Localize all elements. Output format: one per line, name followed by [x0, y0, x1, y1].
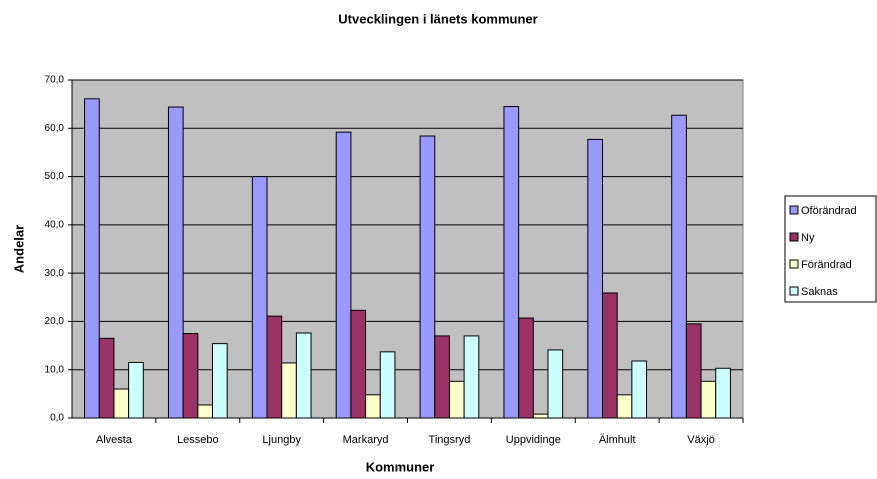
bar — [281, 362, 297, 419]
bar — [434, 335, 450, 419]
bar — [266, 315, 283, 419]
bar — [503, 106, 520, 419]
bar — [685, 323, 702, 419]
legend-swatch — [789, 205, 799, 215]
bar — [602, 292, 618, 419]
y-tick-label: 0,0 — [50, 413, 64, 424]
bar — [715, 367, 731, 419]
legend-swatch — [789, 286, 799, 296]
bar — [518, 317, 534, 419]
bar — [182, 333, 199, 419]
x-tick-label: Älmhult — [599, 434, 636, 446]
y-tick-label: 50,0 — [45, 171, 65, 182]
y-tick-label: 10,0 — [45, 364, 65, 375]
legend-swatch — [789, 259, 799, 269]
legend-label: Oförändrad — [801, 205, 857, 217]
x-axis-label: Kommuner — [366, 459, 435, 474]
bar — [98, 337, 115, 419]
bar — [547, 349, 564, 419]
bar — [379, 351, 396, 419]
y-tick-label: 30,0 — [45, 268, 65, 279]
y-tick-label: 40,0 — [45, 219, 65, 230]
bar — [167, 106, 184, 419]
bar — [128, 361, 144, 419]
y-tick-label: 20,0 — [45, 316, 65, 327]
bar — [197, 404, 213, 419]
x-tick-label: Tingsryd — [429, 434, 471, 446]
bar — [211, 343, 228, 419]
x-tick-label: Markaryd — [343, 434, 389, 446]
bar — [84, 98, 100, 419]
bar — [532, 413, 549, 419]
bar — [113, 388, 130, 419]
bar — [463, 335, 480, 419]
x-tick-label: Uppvidinge — [506, 434, 561, 446]
bar — [295, 332, 312, 419]
bar — [350, 309, 367, 419]
bar — [671, 114, 687, 419]
bar — [419, 135, 436, 419]
bar — [616, 394, 633, 419]
y-axis-label: Andelar — [11, 225, 26, 273]
y-tick-label: 60,0 — [45, 123, 65, 134]
bar — [448, 380, 465, 419]
legend-box — [784, 195, 877, 303]
chart-title: Utvecklingen i länets kommuner — [338, 11, 537, 26]
y-tick-label: 70,0 — [45, 75, 65, 86]
x-tick-label: Alvesta — [96, 434, 133, 446]
bar — [631, 360, 648, 419]
legend-label: Ny — [801, 232, 815, 244]
bar — [587, 138, 604, 419]
x-tick-label: Växjö — [687, 434, 715, 446]
x-tick-label: Ljungby — [262, 434, 301, 446]
legend-label: Saknas — [801, 286, 838, 298]
x-tick-label: Lessebo — [177, 434, 219, 446]
legend-swatch — [789, 232, 799, 242]
legend-label: Förändrad — [801, 259, 852, 271]
bar — [335, 131, 352, 419]
bar — [365, 394, 381, 419]
bar — [251, 176, 268, 419]
bar — [700, 380, 717, 419]
